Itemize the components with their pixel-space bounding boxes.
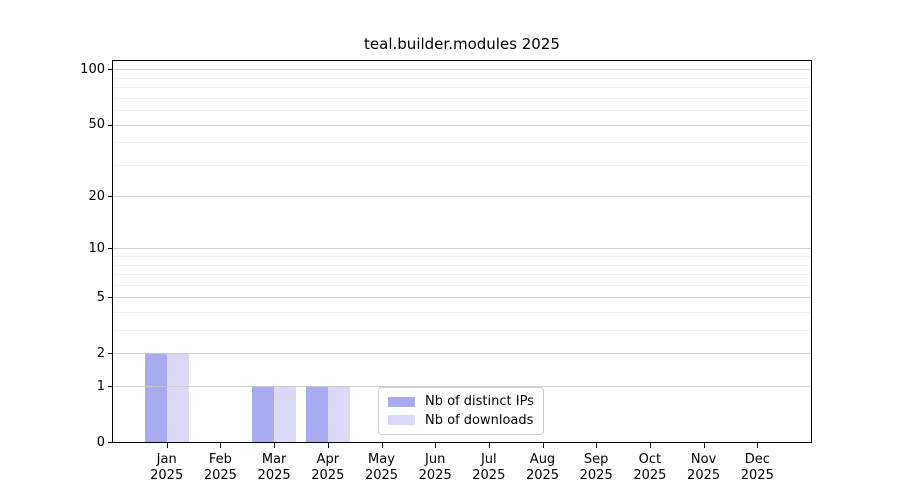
- y-axis-tick-label: 100: [80, 61, 105, 77]
- legend-label: Nb of downloads: [425, 412, 534, 428]
- y-axis-tick-label: 50: [88, 117, 105, 132]
- minor-gridline: [113, 110, 811, 112]
- y-axis-tick-label: 10: [88, 240, 105, 256]
- bar-distinct-ips-mar: [252, 386, 275, 442]
- bar-distinct-ips-jan: [144, 353, 167, 442]
- minor-gridline: [113, 256, 811, 258]
- x-axis-tick: [649, 443, 651, 448]
- y-axis-tick: [108, 353, 113, 355]
- x-axis-tick: [757, 443, 759, 448]
- minor-gridline: [113, 87, 811, 89]
- minor-gridline: [113, 142, 811, 144]
- plot-area: Nb of distinct IPs Nb of downloads 0 1 2 5 10…: [80, 60, 812, 483]
- y-axis-tick: [108, 69, 113, 71]
- major-gridline: [113, 69, 811, 71]
- minor-gridline: [113, 264, 811, 266]
- x-axis-tick-label: Dec 2025: [740, 452, 774, 483]
- x-axis-tick: [327, 443, 329, 448]
- y-axis-tick: [108, 386, 113, 387]
- bar-downloads-apr: [327, 386, 350, 442]
- y-axis-tick: [108, 248, 113, 250]
- x-axis-tick: [435, 443, 437, 448]
- legend: Nb of distinct IPs Nb of downloads: [378, 387, 544, 435]
- minor-gridline: [113, 312, 811, 313]
- minor-gridline: [113, 164, 811, 166]
- x-axis-tick-label: Sep 2025: [579, 452, 613, 483]
- x-axis-tick-label: Mar 2025: [257, 452, 291, 483]
- major-gridline: [113, 386, 811, 387]
- x-axis-tick: [381, 443, 383, 448]
- minor-gridline: [113, 97, 811, 99]
- major-gridline: [113, 353, 811, 355]
- x-axis-tick: [274, 443, 276, 448]
- legend-entry-downloads: Nb of downloads: [388, 413, 534, 428]
- legend-swatch-icon: [388, 396, 415, 407]
- x-axis-tick: [542, 443, 544, 448]
- legend-swatch-icon: [388, 415, 415, 426]
- bar-downloads-jan: [166, 353, 189, 442]
- legend-label: Nb of distinct IPs: [425, 394, 534, 410]
- x-axis-tick-label: Oct 2025: [633, 452, 667, 483]
- x-axis-tick: [220, 443, 222, 448]
- legend-entry-distinct-ips: Nb of distinct IPs: [388, 394, 534, 409]
- minor-gridline: [113, 77, 811, 79]
- y-axis-tick: [108, 297, 113, 299]
- bar-distinct-ips-apr: [305, 386, 328, 442]
- x-axis-tick-label: May 2025: [364, 452, 399, 483]
- y-axis-tick-label: 0: [96, 434, 105, 450]
- y-axis-tick: [108, 124, 113, 126]
- major-gridline: [113, 297, 811, 299]
- major-gridline: [113, 196, 811, 198]
- x-axis-tick-label: Aug 2025: [525, 452, 560, 483]
- x-axis-tick-label: Jun 2025: [418, 452, 452, 483]
- x-axis-tick: [166, 443, 168, 448]
- major-gridline: [113, 248, 811, 250]
- x-axis-tick-label: Jul 2025: [472, 452, 506, 483]
- y-axis-tick-label: 20: [88, 188, 105, 204]
- y-axis-tick: [108, 442, 113, 443]
- x-axis-tick-label: Nov 2025: [687, 452, 721, 483]
- x-axis-tick-label: Apr 2025: [311, 452, 345, 483]
- minor-gridline: [113, 330, 811, 332]
- bar-downloads-mar: [274, 386, 297, 442]
- x-axis-tick: [703, 443, 705, 448]
- x-axis-tick: [596, 443, 598, 448]
- chart-title: teal.builder.modules 2025: [364, 35, 560, 53]
- y-axis-tick-label: 1: [96, 378, 105, 394]
- x-axis-tick-label: Feb 2025: [203, 452, 237, 483]
- major-gridline: [113, 124, 811, 126]
- minor-gridline: [113, 284, 811, 286]
- y-axis-tick-label: 2: [96, 345, 105, 361]
- y-axis-tick-label: 5: [96, 289, 105, 305]
- x-axis-tick: [488, 443, 490, 448]
- y-axis-tick: [108, 196, 113, 198]
- x-axis-tick-label: Jan 2025: [150, 452, 184, 483]
- minor-gridline: [113, 274, 811, 276]
